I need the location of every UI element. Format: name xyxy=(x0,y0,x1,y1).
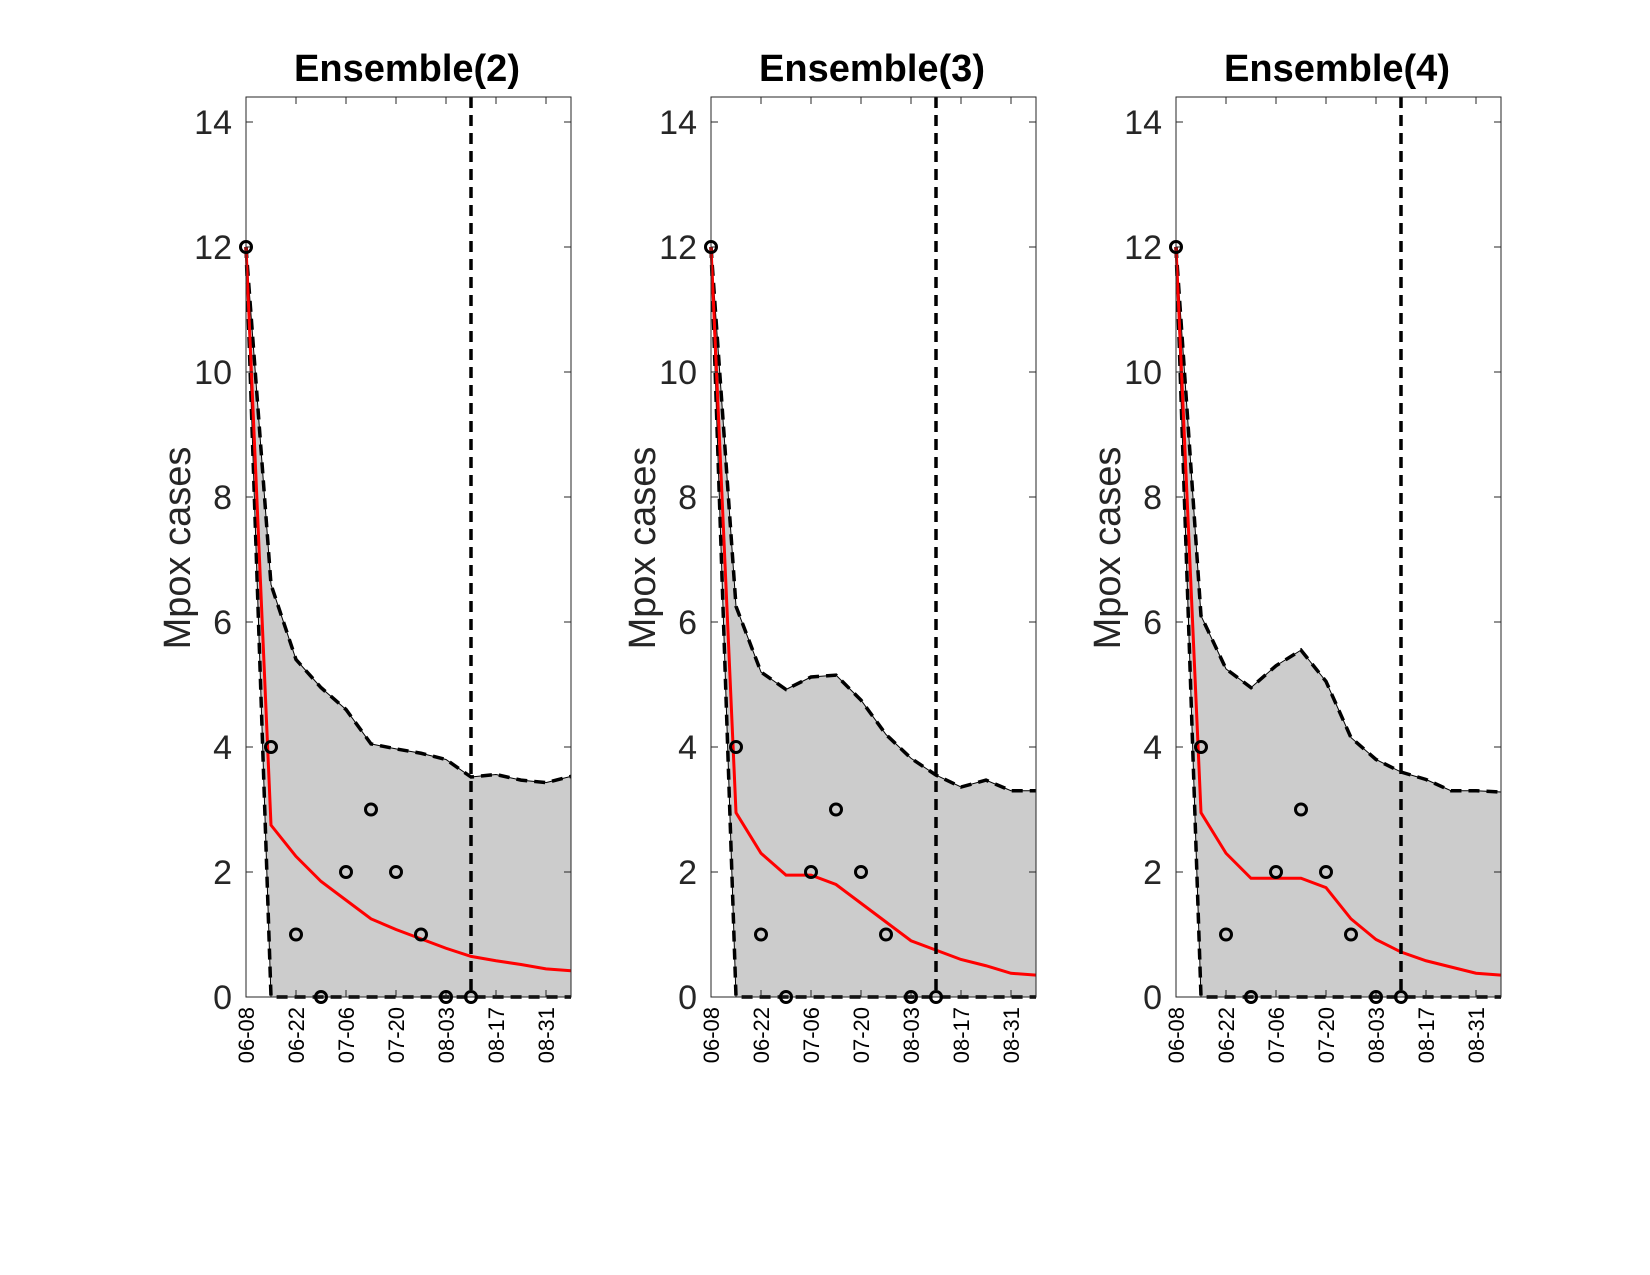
observed-data-point xyxy=(264,740,278,754)
panel-title: Ensemble(3) xyxy=(759,48,985,90)
y-axis-label: Mpox cases xyxy=(157,447,199,650)
y-tick-label: 12 xyxy=(194,229,232,267)
observed-data-point xyxy=(1244,990,1258,1004)
y-tick-label: 12 xyxy=(1124,229,1162,267)
panel-ensemble-4: 0 2 4 6 8 10 12 14 06-08 06-22 07-06 07-20 08-03 08-1… xyxy=(1087,48,1502,1063)
y-tick-label: 8 xyxy=(213,479,232,517)
observed-data-point xyxy=(754,927,768,942)
median-forecast-line xyxy=(1174,246,1502,977)
x-tick-label: 07-20 xyxy=(1314,1007,1339,1063)
y-tick-label: 4 xyxy=(213,729,232,767)
observed-data-point xyxy=(289,927,303,942)
observed-data-point xyxy=(439,990,453,1004)
observed-data-point xyxy=(339,865,353,879)
panel-title: Ensemble(4) xyxy=(1224,48,1450,90)
x-tick-label: 06-22 xyxy=(284,1007,309,1063)
x-tick-label: 07-06 xyxy=(1264,1007,1289,1063)
axes-frame xyxy=(245,96,572,998)
x-tick-label: 08-31 xyxy=(999,1007,1024,1063)
observed-data-point xyxy=(1194,740,1208,754)
y-tick-label: 6 xyxy=(213,604,232,642)
y-tick-label: 0 xyxy=(678,979,697,1017)
observed-data-point xyxy=(414,927,428,942)
y-tick-label: 14 xyxy=(194,104,232,142)
y-tick-label: 14 xyxy=(659,104,697,142)
x-tick-label: 08-03 xyxy=(899,1007,924,1063)
observed-data-point xyxy=(779,990,793,1004)
y-axis-label: Mpox cases xyxy=(622,447,664,650)
x-tick-label: 08-31 xyxy=(1464,1007,1489,1063)
observed-data-point xyxy=(1394,990,1408,1004)
median-forecast-line xyxy=(709,246,1037,977)
upper-bound-line xyxy=(1174,246,1502,794)
axes-frame xyxy=(710,96,1037,998)
y-tick-label: 2 xyxy=(213,854,232,892)
x-tick-label: 07-20 xyxy=(849,1007,874,1063)
observed-data-point xyxy=(1319,865,1333,879)
x-tick-label: 08-03 xyxy=(1364,1007,1389,1063)
observed-data-point xyxy=(929,990,943,1004)
plot-area: 0 2 4 6 8 10 12 14 06-08 06-22 07-06 07-20 08-03 08-1… xyxy=(1124,96,1502,1063)
observed-data-point xyxy=(729,740,743,754)
y-tick-label: 0 xyxy=(1143,979,1162,1017)
x-tick-label: 06-22 xyxy=(1214,1007,1239,1063)
observed-data-point xyxy=(1219,927,1233,942)
observed-data-point xyxy=(1269,865,1283,879)
y-tick-label: 4 xyxy=(1143,729,1162,767)
panel-ensemble-3: 0 2 4 6 8 10 12 14 06-08 06-22 07-06 07-20 08-03 08-1… xyxy=(622,48,1037,1063)
observed-data-point xyxy=(1169,240,1183,254)
upper-bound-line xyxy=(244,246,572,785)
y-tick-label: 12 xyxy=(659,229,697,267)
y-tick-label: 14 xyxy=(1124,104,1162,142)
observed-data-point xyxy=(239,240,253,254)
y-tick-label: 0 xyxy=(213,979,232,1017)
x-tick-label: 08-17 xyxy=(1414,1007,1439,1063)
observed-data-point xyxy=(904,990,918,1004)
y-tick-label: 6 xyxy=(678,604,697,642)
observed-data-point xyxy=(1369,990,1383,1004)
observed-data-point xyxy=(879,927,893,942)
y-tick-label: 10 xyxy=(659,354,697,392)
x-tick-label: 08-17 xyxy=(949,1007,974,1063)
median-forecast-line xyxy=(244,246,572,973)
y-axis-label: Mpox cases xyxy=(1087,447,1129,650)
observed-data-point xyxy=(704,240,718,254)
observed-data-point xyxy=(804,865,818,879)
x-tick-label: 06-08 xyxy=(699,1007,724,1063)
observed-data-point xyxy=(389,865,403,879)
y-tick-label: 10 xyxy=(1124,354,1162,392)
panel-title: Ensemble(2) xyxy=(294,48,520,90)
y-tick-label: 2 xyxy=(1143,854,1162,892)
observed-data-point xyxy=(314,990,328,1004)
y-tick-label: 10 xyxy=(194,354,232,392)
plot-area: 0 2 4 6 8 10 12 14 06-08 06-22 07-06 07-20 08-03 08-1… xyxy=(659,96,1037,1063)
x-tick-label: 06-08 xyxy=(1164,1007,1189,1063)
x-tick-label: 06-22 xyxy=(749,1007,774,1063)
observed-data-point xyxy=(829,802,843,817)
x-tick-label: 08-03 xyxy=(434,1007,459,1063)
plot-area: 0 2 4 6 8 10 12 14 06-08 06-22 07-06 07-20 08-03 08-1… xyxy=(194,96,572,1063)
observed-data-point xyxy=(1344,927,1358,942)
observed-data-point xyxy=(854,865,868,879)
x-tick-label: 06-08 xyxy=(234,1007,259,1063)
upper-bound-line xyxy=(709,246,1036,793)
observed-data-point xyxy=(1294,802,1308,817)
y-tick-label: 4 xyxy=(678,729,697,767)
observed-data-point xyxy=(364,802,378,817)
observed-data-point xyxy=(464,990,478,1004)
y-tick-label: 6 xyxy=(1143,604,1162,642)
x-tick-label: 07-20 xyxy=(384,1007,409,1063)
y-tick-label: 2 xyxy=(678,854,697,892)
x-tick-label: 08-17 xyxy=(484,1007,509,1063)
panel-ensemble-2: 0 2 4 6 8 10 12 14 06-08 06-22 07-06 07-20 08-03 08-1… xyxy=(157,48,572,1063)
y-tick-label: 8 xyxy=(1143,479,1162,517)
x-tick-label: 07-06 xyxy=(799,1007,824,1063)
y-tick-label: 8 xyxy=(678,479,697,517)
x-tick-label: 07-06 xyxy=(334,1007,359,1063)
axes-frame xyxy=(1175,96,1502,998)
x-tick-label: 08-31 xyxy=(534,1007,559,1063)
